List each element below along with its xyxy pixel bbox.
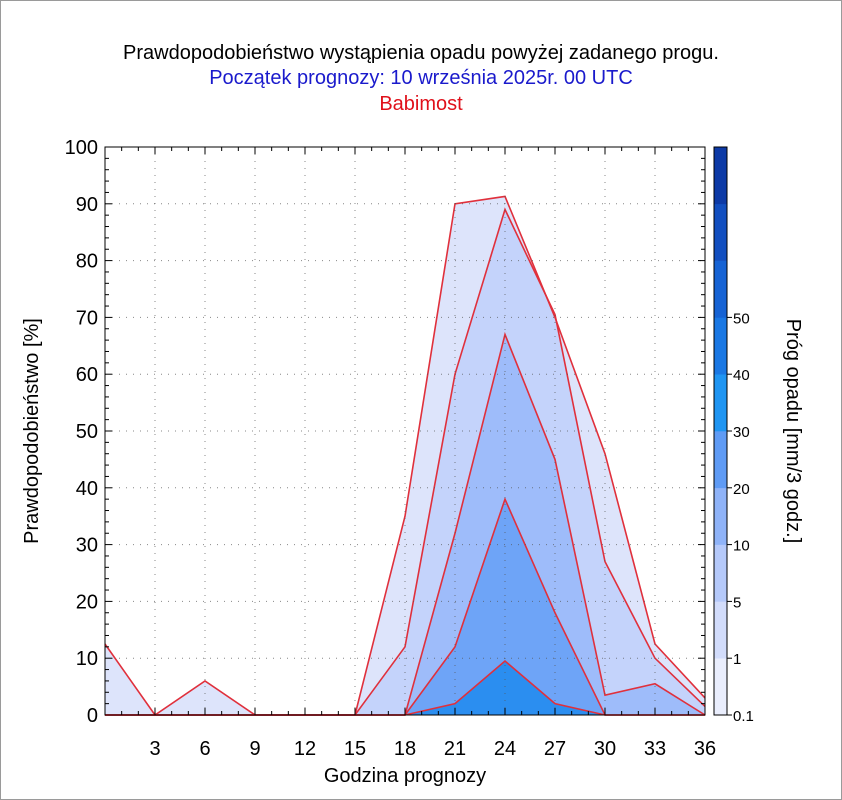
- colorbar-segment: [714, 487, 727, 545]
- y-tick-label: 0: [87, 705, 98, 727]
- x-tick-label: 6: [199, 738, 210, 760]
- x-tick-label: 36: [694, 738, 716, 760]
- x-tick-label: 27: [544, 738, 566, 760]
- x-tick-label: 12: [294, 738, 316, 760]
- colorbar-segment: [714, 317, 727, 375]
- x-tick-label: 24: [494, 738, 516, 760]
- y-tick-label: 80: [76, 251, 98, 273]
- y-tick-label: 10: [76, 648, 98, 670]
- x-tick-label: 30: [594, 738, 616, 760]
- y-tick-label: 50: [76, 421, 98, 443]
- forecast-start-subtitle: Początek prognozy: 10 września 2025r. 00…: [209, 67, 633, 89]
- x-tick-label: 18: [394, 738, 416, 760]
- colorbar-segment: [714, 260, 727, 318]
- colorbar-tick-label: 40: [733, 367, 750, 384]
- y-tick-label: 60: [76, 364, 98, 386]
- x-axis-label: Godzina prognozy: [324, 765, 486, 787]
- colorbar-tick-label: 5: [733, 594, 741, 611]
- x-tick-label: 21: [444, 738, 466, 760]
- y-axis-label: Prawdopodobieństwo [%]: [21, 318, 43, 544]
- colorbar-tick-label: 30: [733, 424, 750, 441]
- colorbar-tick-label: 0.1: [733, 708, 754, 725]
- y-tick-label: 70: [76, 307, 98, 329]
- y-tick-label: 40: [76, 478, 98, 500]
- y-tick-label: 20: [76, 591, 98, 613]
- x-tick-label: 33: [644, 738, 666, 760]
- y-tick-label: 90: [76, 194, 98, 216]
- series-area-3: [105, 499, 705, 715]
- x-tick-label: 15: [344, 738, 366, 760]
- colorbar-tick-label: 10: [733, 538, 750, 555]
- colorbar-segment: [714, 374, 727, 432]
- colorbar-segment: [714, 431, 727, 489]
- series-line-0: [104, 195, 706, 717]
- y-tick-label: 30: [76, 535, 98, 557]
- colorbar-tick-label: 1: [733, 651, 741, 668]
- colorbar-segment: [714, 544, 727, 602]
- colorbar-segment: [714, 658, 727, 716]
- colorbar-tick-label: 50: [733, 310, 750, 327]
- x-tick-label: 9: [249, 738, 260, 760]
- colorbar-tick-label: 20: [733, 481, 750, 498]
- colorbar-segment: [714, 147, 727, 205]
- x-tick-label: 3: [149, 738, 160, 760]
- colorbar-label: Próg opadu [mm/3 godz.]: [782, 319, 804, 544]
- y-tick-label: 100: [65, 137, 98, 159]
- location-subtitle: Babimost: [379, 93, 463, 115]
- colorbar-segment: [714, 203, 727, 261]
- chart-title: Prawdopodobieństwo wystąpienia opadu pow…: [123, 42, 719, 64]
- colorbar-segment: [714, 601, 727, 659]
